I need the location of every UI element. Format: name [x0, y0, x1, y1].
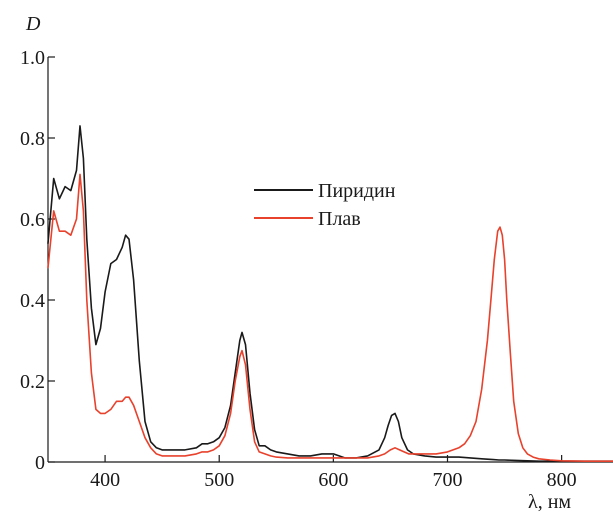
x-tick-label: 800 — [547, 469, 577, 491]
axes — [47, 57, 613, 463]
series-line-2 — [47, 173, 613, 463]
y-tick-label: 0 — [35, 452, 45, 474]
y-tick-label: 1.0 — [20, 47, 45, 69]
legend-label-1: Пиридин — [318, 180, 396, 202]
x-axis-ticks: 400 500 600 700 800 — [90, 455, 577, 491]
y-tick-label: 0.6 — [20, 209, 45, 231]
x-axis-label: λ, нм — [528, 491, 571, 513]
series-line-1 — [47, 125, 613, 463]
y-axis-label: D — [25, 13, 41, 35]
x-tick-label: 500 — [204, 469, 234, 491]
series-lines — [47, 125, 613, 463]
y-tick-label: 0.2 — [20, 371, 45, 393]
y-tick-label: 0.8 — [20, 128, 45, 150]
legend-label-2: Плав — [318, 208, 361, 230]
y-axis-ticks: 0 0.2 0.4 0.6 0.8 1.0 — [20, 47, 55, 474]
legend: Пиридин Плав — [254, 180, 396, 230]
y-tick-label: 0.4 — [20, 290, 45, 312]
x-tick-label: 400 — [90, 469, 120, 491]
x-tick-label: 600 — [318, 469, 348, 491]
x-tick-label: 700 — [432, 469, 462, 491]
